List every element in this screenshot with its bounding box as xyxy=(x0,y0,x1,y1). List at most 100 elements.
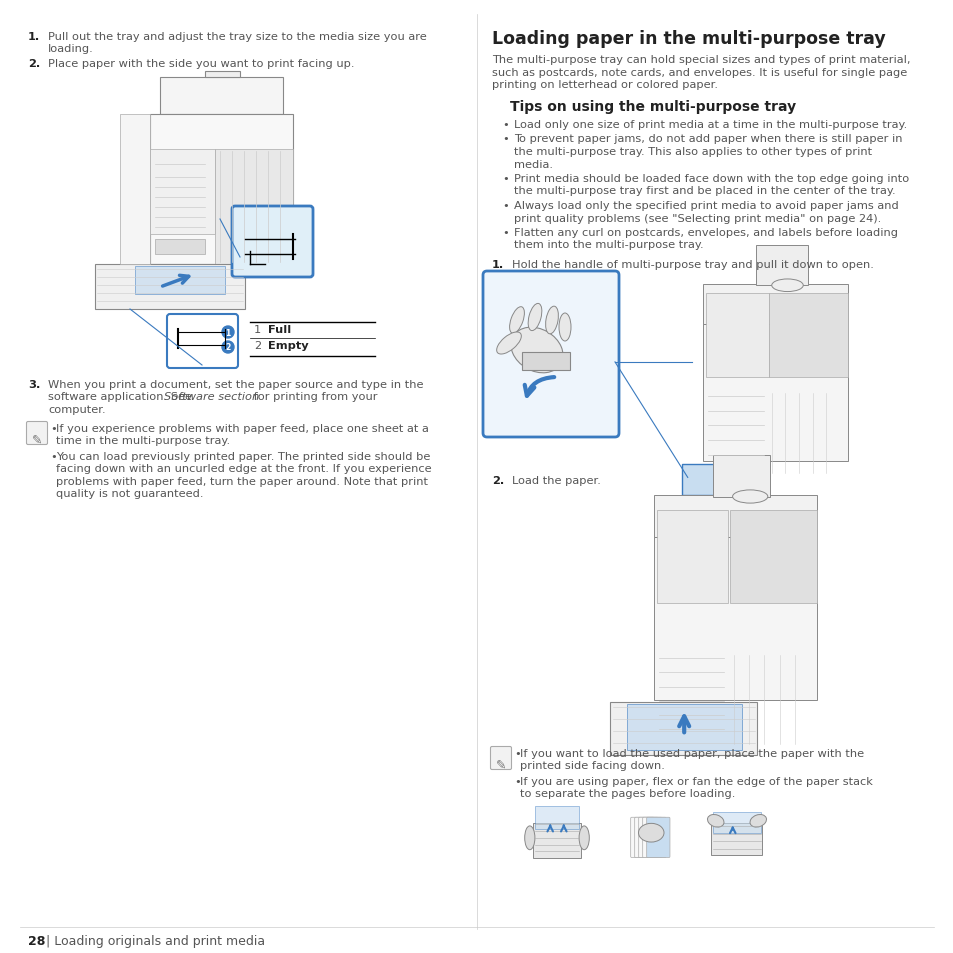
Text: Load only one size of print media at a time in the multi-purpose tray.: Load only one size of print media at a t… xyxy=(514,120,906,130)
Bar xyxy=(702,285,847,325)
Text: If you are using paper, flex or fan the edge of the paper stack: If you are using paper, flex or fan the … xyxy=(519,776,872,786)
Bar xyxy=(654,496,817,537)
Ellipse shape xyxy=(509,308,524,334)
Text: 1: 1 xyxy=(253,325,261,335)
Ellipse shape xyxy=(497,333,520,355)
Text: To prevent paper jams, do not add paper when there is still paper in: To prevent paper jams, do not add paper … xyxy=(514,134,902,144)
Polygon shape xyxy=(135,267,225,294)
FancyBboxPatch shape xyxy=(634,818,658,858)
Bar xyxy=(712,456,769,497)
Polygon shape xyxy=(154,240,205,254)
Circle shape xyxy=(222,327,233,338)
Polygon shape xyxy=(160,78,283,115)
Bar xyxy=(755,246,807,286)
Bar xyxy=(656,510,727,603)
FancyBboxPatch shape xyxy=(167,314,237,369)
Text: 1: 1 xyxy=(225,328,231,337)
Text: Flatten any curl on postcards, envelopes, and labels before loading: Flatten any curl on postcards, envelopes… xyxy=(514,228,897,237)
Polygon shape xyxy=(610,702,756,755)
Text: Loading paper in the multi-purpose tray: Loading paper in the multi-purpose tray xyxy=(492,30,884,48)
Polygon shape xyxy=(120,115,150,265)
Polygon shape xyxy=(626,704,741,750)
Text: media.: media. xyxy=(514,159,553,170)
Text: If you experience problems with paper feed, place one sheet at a: If you experience problems with paper fe… xyxy=(56,423,429,434)
Polygon shape xyxy=(95,265,245,310)
Text: The multi-purpose tray can hold special sizes and types of print material,: The multi-purpose tray can hold special … xyxy=(492,55,909,65)
Bar xyxy=(702,325,847,461)
Text: | Loading originals and print media: | Loading originals and print media xyxy=(46,934,265,947)
FancyBboxPatch shape xyxy=(630,818,653,858)
Text: •: • xyxy=(501,201,508,211)
Text: 2: 2 xyxy=(225,343,231,352)
Ellipse shape xyxy=(707,815,723,827)
Polygon shape xyxy=(205,71,240,78)
Text: printing on letterhead or colored paper.: printing on letterhead or colored paper. xyxy=(492,80,718,90)
Text: •: • xyxy=(501,134,508,144)
Text: 2.: 2. xyxy=(492,476,504,485)
Circle shape xyxy=(222,341,233,354)
Ellipse shape xyxy=(638,823,663,842)
Text: •: • xyxy=(514,776,520,786)
FancyBboxPatch shape xyxy=(642,818,665,858)
Polygon shape xyxy=(214,150,293,265)
Text: printed side facing down.: printed side facing down. xyxy=(519,760,664,771)
FancyBboxPatch shape xyxy=(232,207,313,277)
Bar xyxy=(768,294,847,377)
Bar xyxy=(521,353,569,371)
Text: •: • xyxy=(50,452,56,461)
FancyBboxPatch shape xyxy=(646,818,669,858)
Text: 2.: 2. xyxy=(28,59,40,69)
Text: software application. See: software application. See xyxy=(48,392,195,402)
Text: ✎: ✎ xyxy=(496,759,506,771)
Text: problems with paper feed, turn the paper around. Note that print: problems with paper feed, turn the paper… xyxy=(56,476,428,486)
Text: them into the multi-purpose tray.: them into the multi-purpose tray. xyxy=(514,240,703,251)
Text: to separate the pages before loading.: to separate the pages before loading. xyxy=(519,789,735,799)
Ellipse shape xyxy=(511,328,562,374)
Text: 28: 28 xyxy=(28,934,46,947)
Polygon shape xyxy=(150,115,293,265)
Polygon shape xyxy=(150,150,214,234)
Text: Print media should be loaded face down with the top edge going into: Print media should be loaded face down w… xyxy=(514,173,908,184)
Bar xyxy=(654,537,817,700)
FancyBboxPatch shape xyxy=(490,747,511,770)
Text: computer.: computer. xyxy=(48,405,106,415)
Text: Full: Full xyxy=(268,325,291,335)
Text: facing down with an uncurled edge at the front. If you experience: facing down with an uncurled edge at the… xyxy=(56,464,431,474)
Text: Software section: Software section xyxy=(164,392,259,402)
Bar xyxy=(535,805,578,829)
Ellipse shape xyxy=(524,826,535,850)
FancyBboxPatch shape xyxy=(638,818,661,858)
Bar xyxy=(533,822,580,859)
Bar xyxy=(730,510,817,603)
Text: 1.: 1. xyxy=(492,260,504,270)
FancyBboxPatch shape xyxy=(482,272,618,437)
Text: •: • xyxy=(50,423,56,434)
Text: 2: 2 xyxy=(253,340,261,351)
Bar xyxy=(705,294,768,377)
Text: Place paper with the side you want to print facing up.: Place paper with the side you want to pr… xyxy=(48,59,355,69)
Polygon shape xyxy=(681,464,760,496)
Text: You can load previously printed paper. The printed side should be: You can load previously printed paper. T… xyxy=(56,452,430,461)
Text: such as postcards, note cards, and envelopes. It is useful for single page: such as postcards, note cards, and envel… xyxy=(492,68,906,77)
Text: Pull out the tray and adjust the tray size to the media size you are: Pull out the tray and adjust the tray si… xyxy=(48,32,426,42)
Text: the multi-purpose tray first and be placed in the center of the tray.: the multi-purpose tray first and be plac… xyxy=(514,186,895,196)
FancyBboxPatch shape xyxy=(27,422,48,445)
Text: •: • xyxy=(514,748,520,759)
Ellipse shape xyxy=(749,815,765,827)
Text: Always load only the specified print media to avoid paper jams and: Always load only the specified print med… xyxy=(514,201,898,211)
Text: loading.: loading. xyxy=(48,45,93,54)
Ellipse shape xyxy=(578,826,589,850)
Ellipse shape xyxy=(558,314,571,341)
Ellipse shape xyxy=(771,279,802,293)
Bar xyxy=(711,822,761,855)
Text: the multi-purpose tray. This also applies to other types of print: the multi-purpose tray. This also applie… xyxy=(514,147,871,157)
Bar xyxy=(713,813,760,833)
Text: Load the paper.: Load the paper. xyxy=(512,476,600,485)
Text: 3.: 3. xyxy=(28,379,40,390)
Ellipse shape xyxy=(528,304,541,332)
Ellipse shape xyxy=(545,307,558,335)
Text: for printing from your: for printing from your xyxy=(250,392,377,402)
Text: print quality problems (see "Selecting print media" on page 24).: print quality problems (see "Selecting p… xyxy=(514,213,881,223)
Text: Empty: Empty xyxy=(268,340,309,351)
Text: quality is not guaranteed.: quality is not guaranteed. xyxy=(56,489,203,499)
